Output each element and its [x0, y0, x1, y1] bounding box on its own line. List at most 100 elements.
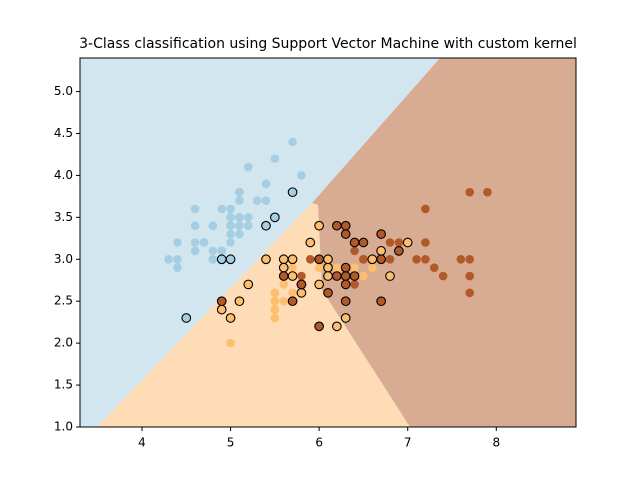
data-point — [305, 254, 315, 264]
data-point — [173, 238, 182, 247]
data-point — [297, 271, 306, 281]
data-point — [314, 279, 324, 290]
data-point — [278, 262, 289, 273]
data-point — [359, 254, 368, 264]
data-point — [350, 280, 359, 289]
data-point — [421, 254, 430, 264]
data-point — [323, 271, 333, 281]
data-point — [173, 254, 182, 264]
data-point — [332, 220, 342, 231]
data-point — [359, 271, 368, 281]
y-tick-label: 2.5 — [54, 294, 73, 308]
data-point — [225, 313, 236, 323]
data-point — [332, 263, 342, 272]
data-point — [261, 254, 271, 265]
data-point — [456, 254, 466, 264]
data-point — [332, 271, 342, 281]
data-point — [190, 204, 200, 214]
data-point — [216, 296, 227, 307]
data-point — [350, 246, 359, 256]
data-point — [270, 313, 280, 323]
data-point — [421, 238, 430, 247]
data-point — [376, 246, 386, 256]
data-point — [314, 254, 324, 265]
axes-frame — [79, 57, 577, 428]
data-point — [465, 271, 475, 281]
data-point — [323, 287, 333, 298]
data-point — [350, 263, 359, 272]
data-point — [394, 246, 404, 256]
data-point — [340, 271, 351, 281]
data-point — [349, 271, 360, 281]
data-point — [226, 229, 235, 239]
y-tick-label: 5.0 — [54, 84, 73, 98]
region-class-0 — [80, 58, 440, 427]
y-tick-label: 4.5 — [54, 126, 73, 140]
y-tick-label: 1.5 — [54, 378, 73, 392]
data-point — [412, 254, 421, 264]
data-point — [235, 221, 244, 231]
data-point — [278, 254, 289, 265]
data-point — [270, 288, 280, 298]
data-point — [385, 238, 395, 247]
data-point — [287, 271, 298, 281]
ticks: 4 5 6 7 8 1.0 1.5 2.0 2.5 3.0 3.5 4.0 4.5 5.0 — [54, 84, 500, 449]
data-point — [190, 238, 200, 247]
data-point — [288, 288, 297, 298]
data-point — [270, 305, 280, 314]
chart-title: 3-Class classification using Support Vec… — [79, 36, 577, 52]
data-point — [173, 263, 182, 272]
y-tick-label: 1.0 — [54, 420, 73, 434]
data-point — [465, 187, 475, 197]
x-tick-label: 8 — [492, 436, 500, 450]
data-point — [340, 220, 351, 231]
data-point — [279, 280, 289, 289]
data-point — [314, 321, 324, 332]
data-point — [429, 263, 439, 272]
data-point — [376, 229, 386, 239]
data-point — [208, 254, 218, 264]
data-point — [402, 237, 413, 248]
data-point — [288, 137, 297, 147]
data-point — [323, 262, 333, 273]
data-point — [208, 221, 218, 231]
data-point — [358, 237, 369, 248]
data-point — [226, 213, 235, 222]
data-point — [226, 338, 235, 348]
x-tick-label: 6 — [315, 436, 323, 450]
region-class-2 — [312, 58, 576, 427]
y-tick-label: 2.0 — [54, 336, 73, 350]
data-point — [340, 313, 351, 323]
data-point — [270, 212, 280, 223]
region-class-1 — [97, 203, 410, 427]
data-point — [243, 279, 254, 290]
data-point — [226, 204, 235, 214]
data-point — [243, 221, 253, 231]
data-point — [181, 313, 192, 323]
data-point — [340, 296, 351, 307]
data-point — [385, 271, 395, 281]
data-point — [376, 296, 386, 307]
data-point — [340, 262, 351, 273]
data-point — [367, 254, 378, 265]
data-point — [421, 204, 430, 214]
data-point — [190, 221, 200, 231]
data-point — [394, 238, 404, 247]
data-point — [385, 254, 395, 264]
data-point — [278, 271, 289, 281]
data-point — [270, 296, 280, 306]
data-point — [465, 254, 475, 264]
data-point — [217, 204, 227, 214]
y-tick-label: 4.0 — [54, 168, 73, 182]
points — [164, 137, 492, 348]
data-point — [261, 179, 271, 189]
data-point — [216, 254, 227, 265]
x-tick-label: 5 — [227, 436, 235, 450]
y-tick-label: 3.0 — [54, 252, 73, 266]
data-point — [261, 196, 271, 205]
data-point — [287, 296, 298, 307]
data-point — [226, 221, 235, 231]
data-point — [340, 229, 351, 239]
data-point — [234, 296, 245, 307]
